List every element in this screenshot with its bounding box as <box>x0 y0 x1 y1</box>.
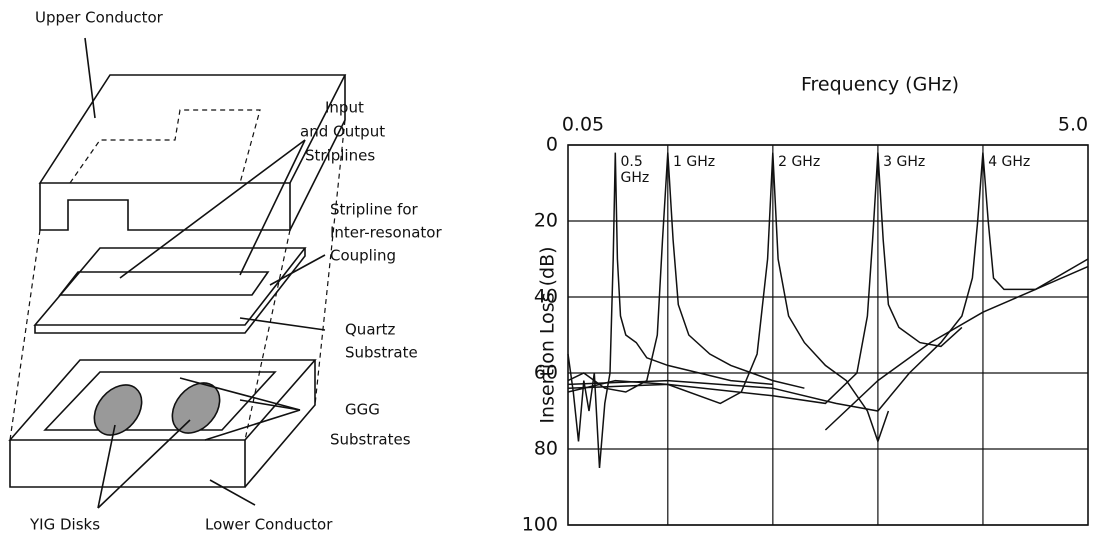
series-line <box>824 258 1089 431</box>
series-line <box>567 152 805 393</box>
upper-cavity <box>69 109 261 184</box>
plot-frame <box>567 144 1089 526</box>
diagram-label: Stripline for <box>330 201 419 219</box>
annotation: 3 GHz <box>883 154 925 170</box>
series-line <box>567 152 890 444</box>
diagram-label: Quartz <box>345 321 396 339</box>
y-tick-label: 0 <box>546 134 558 156</box>
plate-edge <box>34 248 306 334</box>
y-tick-label: 80 <box>534 438 558 460</box>
lower-front <box>9 440 246 488</box>
annotation: GHz <box>621 170 650 186</box>
diagram-label: Upper Conductor <box>35 9 164 27</box>
diagram-label: Substrate <box>345 344 418 362</box>
y-tick-label: 20 <box>534 210 558 232</box>
yig-disk <box>93 384 143 436</box>
upper-front <box>39 183 291 231</box>
diagram-label: Inter-resonator <box>330 224 442 242</box>
diagram-label: Coupling <box>330 247 396 265</box>
diagram-label: Input <box>325 99 364 117</box>
yig-disk <box>171 382 221 434</box>
diagram-label: and Output <box>300 123 385 141</box>
annotation: 2 GHz <box>778 154 820 170</box>
diagram-label: Lower Conductor <box>205 516 333 534</box>
lower-side <box>244 360 316 488</box>
leaders <box>84 37 326 509</box>
annotation: 1 GHz <box>673 154 715 170</box>
diagram-label: Substrates <box>330 431 411 449</box>
diagram-label: Striplines <box>305 147 375 165</box>
annotation: 4 GHz <box>988 154 1030 170</box>
device-drawing <box>8 37 347 509</box>
guide-lines <box>9 119 346 441</box>
stripline <box>58 271 270 296</box>
series-line <box>567 152 963 405</box>
diagram-label: GGG <box>345 401 380 419</box>
y-axis-label: Insertion Loss (dB) <box>537 246 559 423</box>
ggg <box>43 371 277 431</box>
diagram-label: YIG Disks <box>29 516 100 534</box>
x-tick-label: 5.0 <box>1058 114 1088 136</box>
x-tick-label: 0.05 <box>562 114 604 136</box>
annotation: 0.5 <box>621 154 643 170</box>
series-line <box>567 152 773 469</box>
series-line <box>567 152 1089 412</box>
y-tick-label: 100 <box>522 514 558 536</box>
plate <box>33 247 307 326</box>
y-tick-label: 60 <box>534 362 558 384</box>
y-tick-label: 40 <box>534 286 558 308</box>
chart-title: Frequency (GHz) <box>801 74 959 96</box>
